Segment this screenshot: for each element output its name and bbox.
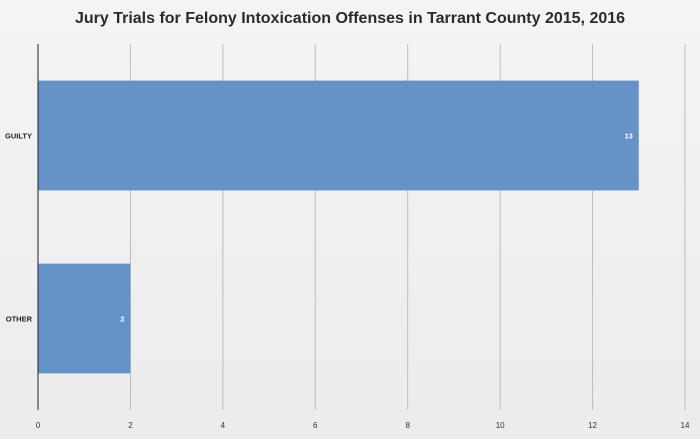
chart-title: Jury Trials for Felony Intoxication Offe… [74,10,626,27]
category-labels: GUILTY OTHER [5,132,33,324]
x-tick-label: 12 [588,421,597,430]
category-label: GUILTY [5,132,32,141]
category-label: OTHER [6,315,33,324]
bar-guilty [38,80,639,191]
data-label: 13 [624,132,632,141]
x-tick-label: 14 [681,421,690,430]
x-tick-label: 8 [405,421,410,430]
x-tick-label: 4 [221,421,226,430]
data-labels: 13 2 [120,132,633,324]
x-tick-label: 0 [36,421,41,430]
x-axis-tick-labels: 0 2 4 6 8 10 12 14 [36,421,690,430]
x-tick-label: 6 [313,421,318,430]
bars [38,80,639,374]
data-label: 2 [120,315,124,324]
x-tick-label: 10 [496,421,505,430]
bar-other [38,263,131,374]
x-tick-label: 2 [128,421,133,430]
